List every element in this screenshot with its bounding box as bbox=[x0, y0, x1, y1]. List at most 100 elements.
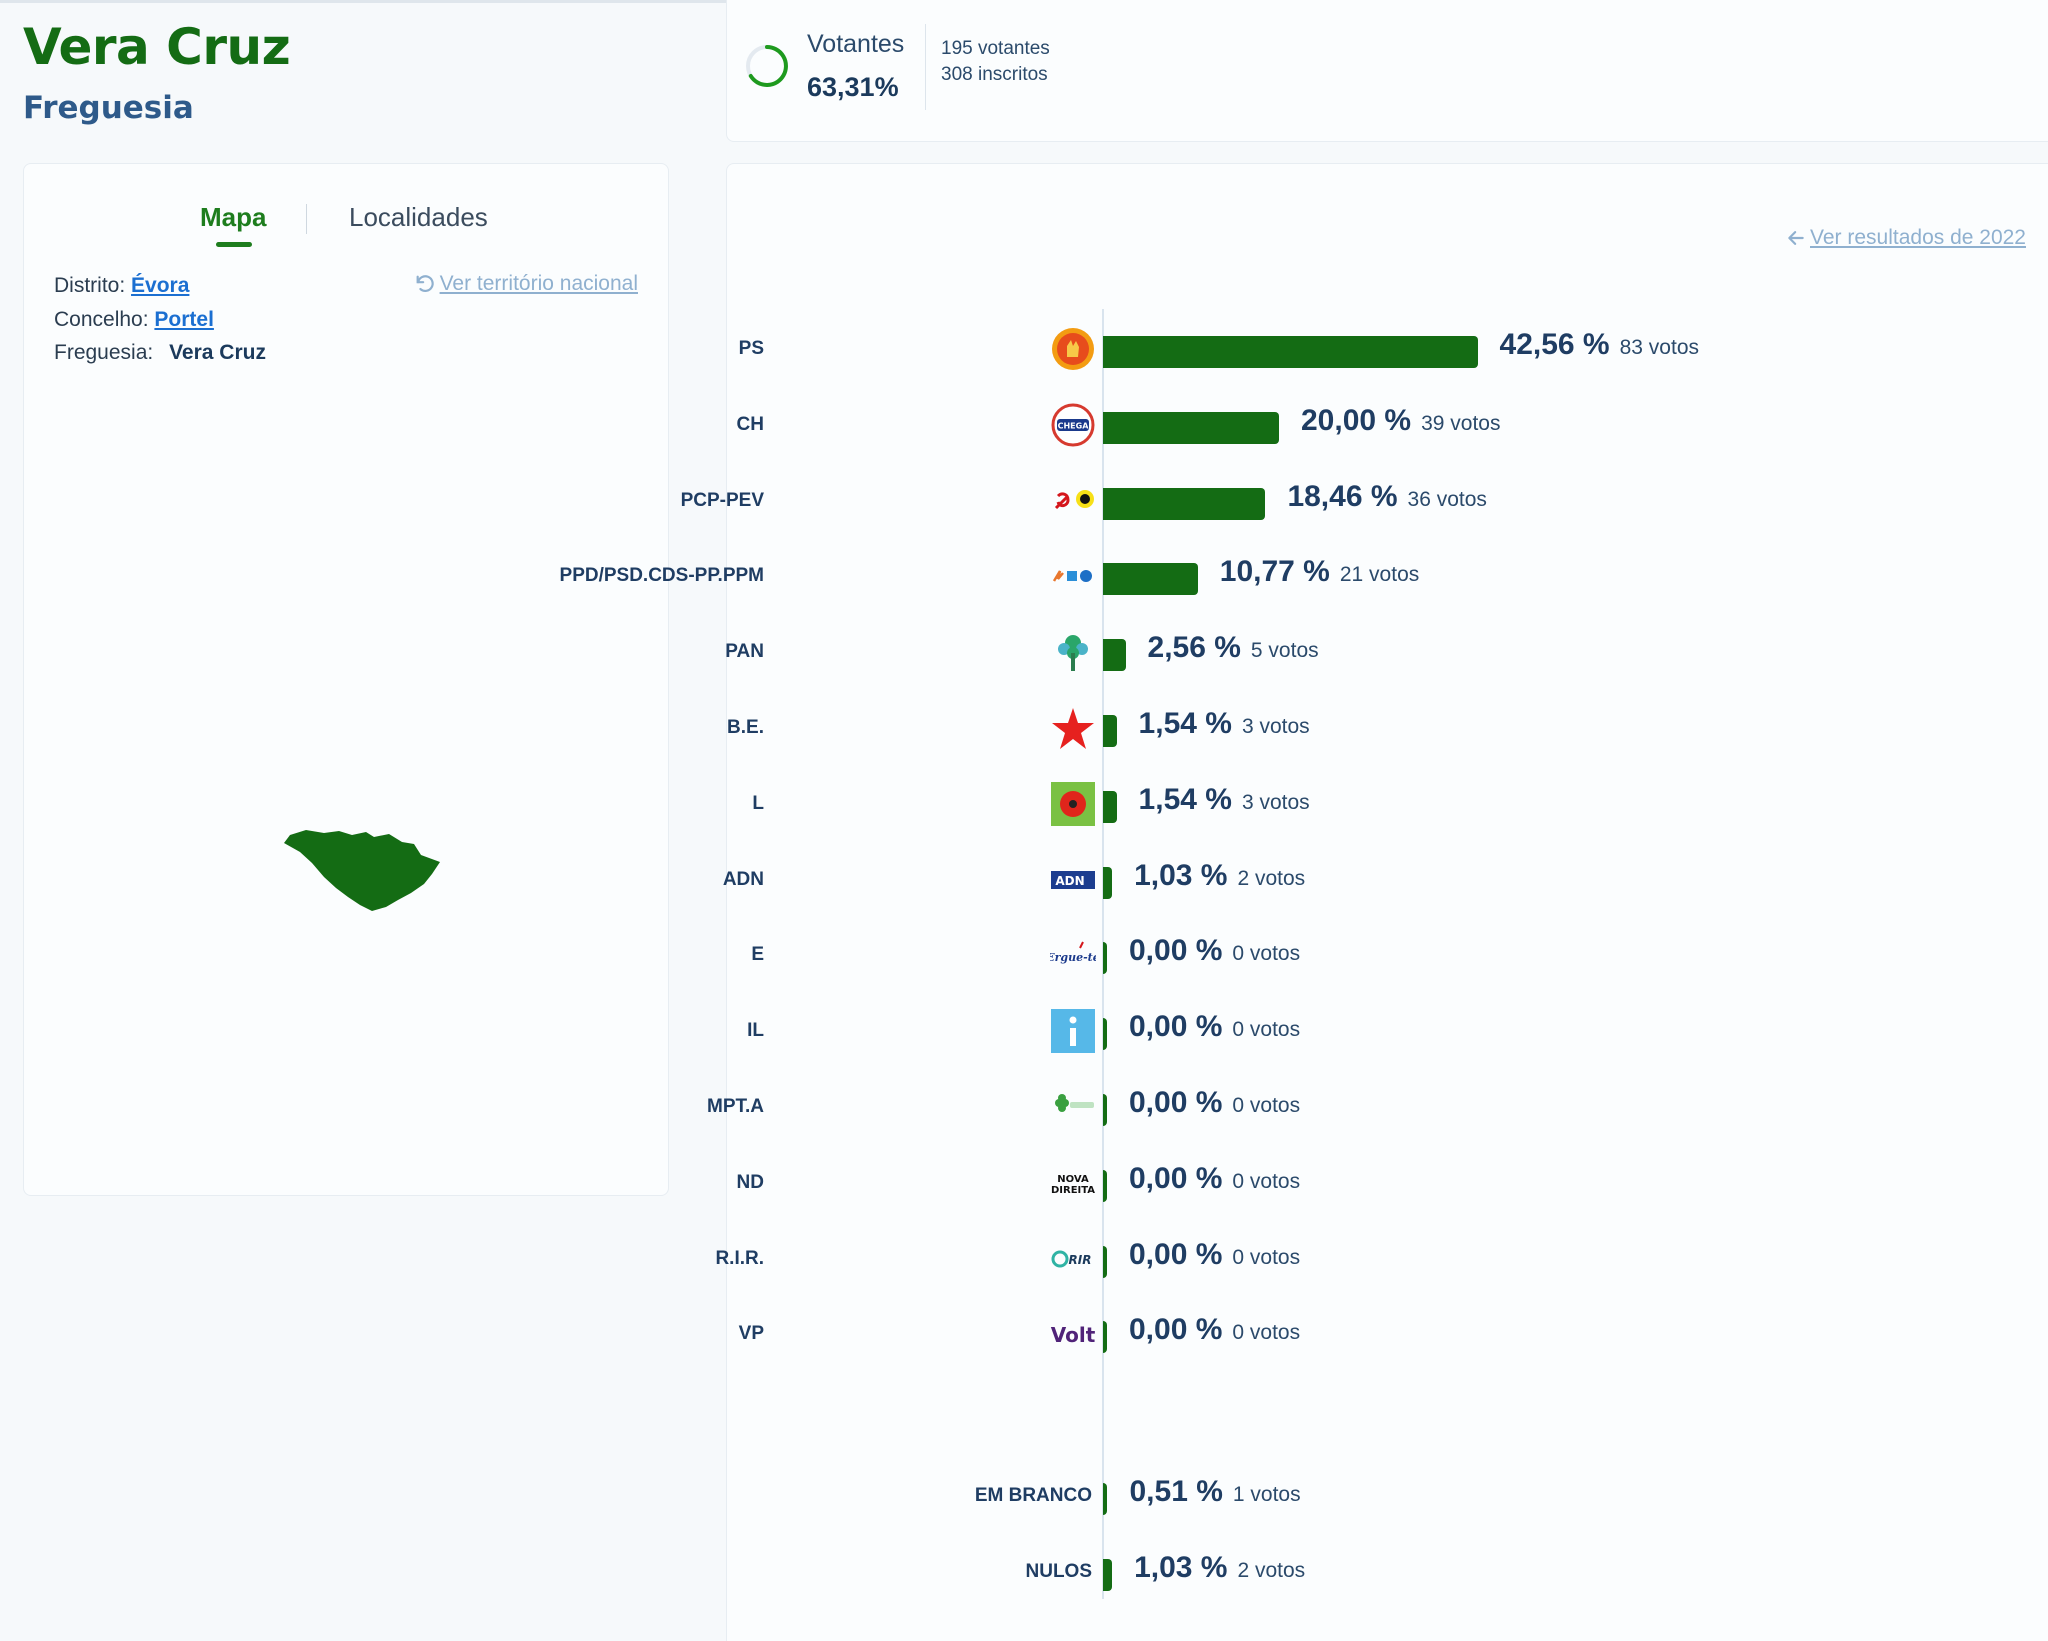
ad-logo-icon bbox=[1049, 551, 1097, 601]
result-percent: 1,54 % 3 votos bbox=[1139, 783, 1310, 817]
party-name: EM BRANCO bbox=[974, 1485, 1092, 1506]
result-percent-value: 0,00 % bbox=[1129, 1010, 1223, 1044]
result-percent-value: 0,00 % bbox=[1129, 1086, 1223, 1119]
result-bar bbox=[1103, 866, 1113, 899]
result-percent: 0,00 % 0 votos bbox=[1129, 934, 1300, 968]
result-bar bbox=[1103, 1559, 1113, 1591]
previous-results-label: Ver resultados de 2022 bbox=[1810, 226, 2026, 249]
tab-localidades[interactable]: Localidades bbox=[349, 202, 488, 232]
result-percent: 1,54 % 3 votos bbox=[1139, 707, 1310, 741]
result-bar bbox=[1103, 1483, 1108, 1515]
turnout-registered: 308 inscritos bbox=[941, 64, 1048, 85]
result-row[interactable]: PS 42,56 % 83 votos bbox=[727, 324, 2048, 374]
result-percent-value: 1,54 % bbox=[1138, 782, 1232, 816]
page-subtitle: Freguesia bbox=[23, 90, 194, 126]
result-percent: 20,00 % 39 votos bbox=[1301, 404, 1500, 438]
result-bar bbox=[1103, 715, 1117, 747]
result-bar bbox=[1103, 639, 1126, 672]
result-bar bbox=[1103, 790, 1117, 823]
result-votes: 0 votos bbox=[1232, 1094, 1301, 1117]
freguesia-map-shape[interactable] bbox=[264, 822, 464, 922]
turnout-label: Votantes bbox=[807, 30, 905, 58]
svg-text:CHEGA: CHEGA bbox=[1058, 421, 1090, 430]
result-votes: 83 votos bbox=[1619, 336, 1699, 359]
freguesia-row: Freguesia: Vera Cruz bbox=[54, 341, 266, 365]
result-votes: 2 votos bbox=[1237, 866, 1306, 890]
result-votes: 1 votos bbox=[1232, 1483, 1301, 1506]
result-row[interactable]: VP Volt 0,00 % 0 votos bbox=[727, 1309, 2048, 1359]
undo-icon bbox=[416, 275, 434, 292]
result-percent-value: 10,77 % bbox=[1219, 555, 1330, 589]
result-row[interactable]: ADN ADN 1,03 % 2 votos bbox=[723, 855, 2048, 905]
result-votes: 21 votos bbox=[1339, 563, 1420, 587]
result-percent: 0,00 % 0 votos bbox=[1129, 1238, 1300, 1272]
turnout-ring-icon bbox=[746, 45, 788, 87]
result-votes: 39 votos bbox=[1421, 411, 1501, 435]
distrito-link[interactable]: Évora bbox=[131, 274, 190, 297]
svg-text:NOVA: NOVA bbox=[1057, 1174, 1089, 1185]
result-row[interactable]: PAN 2,56 % 5 votos bbox=[725, 627, 2048, 677]
result-row[interactable]: ND NOVA DIREITA 0,00 % 0 votos bbox=[727, 1158, 2048, 1208]
result-percent: 1,03 % 2 votos bbox=[1134, 1551, 1305, 1585]
turnout-divider bbox=[925, 24, 926, 110]
result-row[interactable]: NULOS 1,03 % 2 votos bbox=[727, 1547, 2048, 1597]
party-name: ADN bbox=[722, 868, 764, 890]
result-row[interactable]: PPD/PSD.CDS-PP.PPM 10,77 % 21 votos bbox=[560, 551, 2048, 601]
pcp-pev-logo-icon bbox=[1049, 476, 1097, 526]
freguesia-label: Freguesia: bbox=[54, 341, 154, 364]
result-row[interactable]: PCP-PEV 18,46 % 36 votos bbox=[681, 476, 2048, 526]
national-territory-link[interactable]: Ver território nacional bbox=[414, 272, 638, 296]
result-row[interactable]: EM BRANCO 0,51 % 1 votos bbox=[727, 1471, 2048, 1521]
result-row[interactable]: R.I.R. RIR 0,00 % 0 votos bbox=[715, 1234, 2048, 1284]
nova-direita-logo-icon: NOVA DIREITA bbox=[1049, 1158, 1097, 1208]
result-bar bbox=[1103, 1169, 1107, 1202]
result-percent-value: 42,56 % bbox=[1499, 328, 1610, 361]
result-bar bbox=[1103, 1321, 1107, 1354]
result-votes: 0 votos bbox=[1232, 1321, 1301, 1345]
svg-text:RIR: RIR bbox=[1069, 1253, 1092, 1267]
svg-text:ADN: ADN bbox=[1055, 874, 1084, 888]
party-name: ND bbox=[736, 1171, 764, 1193]
rir-logo-icon: RIR bbox=[1049, 1234, 1097, 1284]
result-votes: 0 votos bbox=[1232, 1018, 1301, 1042]
party-name: VP bbox=[738, 1323, 764, 1345]
freguesia-value: Vera Cruz bbox=[169, 341, 266, 364]
result-votes: 3 votos bbox=[1241, 715, 1310, 738]
result-votes: 36 votos bbox=[1407, 487, 1487, 511]
result-percent-value: 0,51 % bbox=[1129, 1475, 1223, 1508]
result-percent: 10,77 % 21 votos bbox=[1220, 555, 1419, 589]
result-row[interactable]: L 1,54 % 3 votos bbox=[727, 779, 2048, 829]
result-row[interactable]: CH CHEGA 20,00 % 39 votos bbox=[727, 400, 2048, 450]
livre-logo-icon bbox=[1049, 779, 1097, 829]
result-bar bbox=[1103, 336, 1478, 368]
result-percent: 0,00 % 0 votos bbox=[1129, 1313, 1300, 1347]
concelho-label: Concelho: bbox=[54, 308, 149, 331]
previous-results-link[interactable]: Ver resultados de 2022 bbox=[1786, 226, 2026, 250]
result-percent-value: 20,00 % bbox=[1301, 403, 1412, 437]
volt-logo-icon: Volt bbox=[1049, 1309, 1097, 1359]
party-name: B.E. bbox=[727, 717, 764, 738]
result-percent-value: 0,00 % bbox=[1129, 1161, 1223, 1195]
result-row[interactable]: MPT.A 0,00 % 0 votos bbox=[707, 1082, 2048, 1132]
result-percent-value: 0,00 % bbox=[1129, 1237, 1223, 1271]
map-panel: Mapa Localidades Distrito: Évora Concelh… bbox=[23, 163, 669, 1196]
tab-divider bbox=[306, 204, 307, 234]
result-row[interactable]: B.E. 1,54 % 3 votos bbox=[727, 703, 2048, 753]
result-bar bbox=[1103, 1245, 1107, 1278]
party-name: L bbox=[752, 792, 764, 814]
result-percent: 42,56 % 83 votos bbox=[1500, 328, 1699, 362]
result-row[interactable]: IL 0,00 % 0 votos bbox=[727, 1006, 2048, 1056]
chega-logo-icon: CHEGA bbox=[1049, 400, 1097, 450]
result-percent-value: 1,54 % bbox=[1138, 707, 1232, 740]
result-bar bbox=[1103, 563, 1198, 596]
tab-mapa[interactable]: Mapa bbox=[200, 202, 267, 247]
turnout-percent: 63,31% bbox=[807, 72, 899, 102]
party-name: PPD/PSD.CDS-PP.PPM bbox=[559, 565, 764, 587]
concelho-link[interactable]: Portel bbox=[154, 308, 214, 331]
result-percent: 0,00 % 0 votos bbox=[1129, 1086, 1300, 1120]
page-title: Vera Cruz bbox=[23, 18, 291, 76]
result-percent-value: 1,03 % bbox=[1134, 858, 1228, 892]
